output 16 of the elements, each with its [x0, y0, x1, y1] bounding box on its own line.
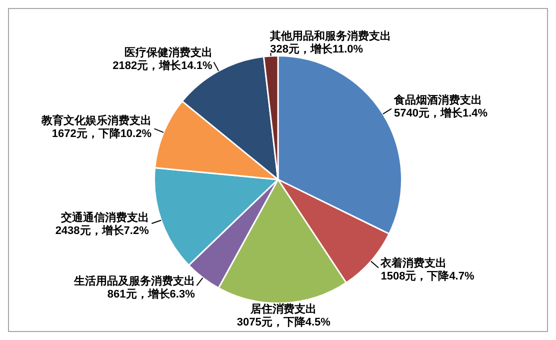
- slice-label: 其他用品和服务消费支出: [269, 30, 392, 43]
- slice-label: 医疗保健消费支出: [124, 46, 212, 60]
- data-label: 3075元，下降4.5%: [236, 316, 331, 329]
- slice-label: 交通通信消费支出: [60, 211, 149, 224]
- data-label: 5740元，增长1.4%: [394, 106, 488, 120]
- data-label: 2438元，增长7.2%: [55, 224, 150, 238]
- data-label: 1508元，下降4.7%: [380, 269, 474, 282]
- data-label: 1672元，下降10.2%: [52, 127, 152, 140]
- data-label: 328元，增长11.0%: [270, 42, 364, 56]
- slice-label: 食品烟酒消费支出: [393, 94, 482, 107]
- slice-label: 教育文化娱乐消费支出: [40, 114, 152, 128]
- slice-label: 居住消费支出: [250, 302, 317, 316]
- slice-label: 生活用品及服务消费支出: [72, 274, 195, 288]
- data-label: 861元，增长6.3%: [107, 288, 196, 301]
- slice-label: 衣着消费支出: [380, 256, 447, 270]
- data-label: 2182元，增长14.1%: [112, 59, 213, 72]
